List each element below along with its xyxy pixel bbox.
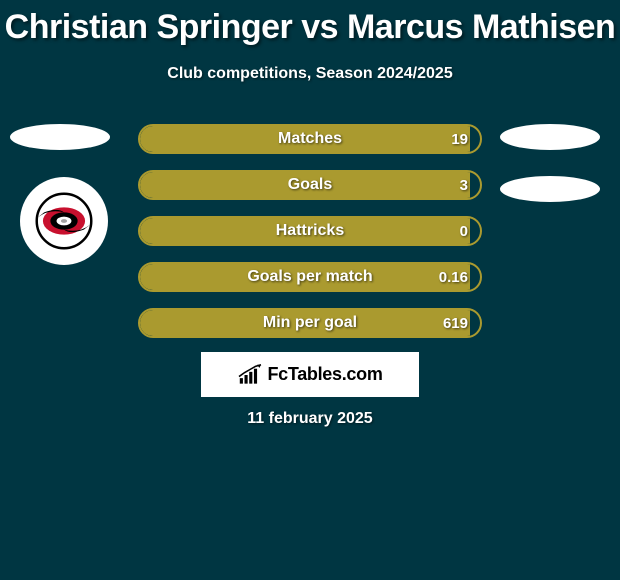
stat-fill [140, 126, 470, 152]
stat-row: Min per goal619 [138, 308, 482, 338]
page-title: Christian Springer vs Marcus Mathisen [0, 0, 620, 47]
player-right-placeholder-2 [500, 176, 600, 202]
brand-box: FcTables.com [201, 352, 419, 397]
brand-text: FcTables.com [267, 364, 382, 385]
hurricane-logo-icon [33, 190, 95, 252]
stat-row: Matches19 [138, 124, 482, 154]
stats-container: Matches19 Goals3 Hattricks0 Goals per match… [138, 124, 482, 354]
stat-row: Hattricks0 [138, 216, 482, 246]
date-text: 11 february 2025 [0, 410, 620, 428]
stat-row: Goals3 [138, 170, 482, 200]
stat-fill [140, 310, 470, 336]
player-left-placeholder [10, 124, 110, 150]
team-logo [20, 177, 108, 265]
stat-fill [140, 172, 470, 198]
stat-fill [140, 218, 470, 244]
brand-chart-icon [237, 364, 263, 386]
player-right-placeholder-1 [500, 124, 600, 150]
stat-fill [140, 264, 470, 290]
page-subtitle: Club competitions, Season 2024/2025 [0, 65, 620, 83]
stat-row: Goals per match0.16 [138, 262, 482, 292]
